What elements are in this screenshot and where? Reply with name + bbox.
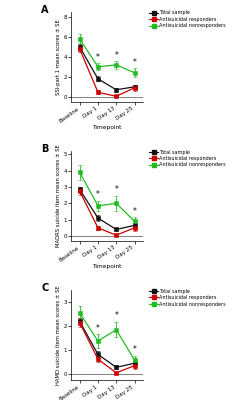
X-axis label: Timepoint: Timepoint [92,264,122,269]
Y-axis label: SSI-part 1 mean scores ± SE: SSI-part 1 mean scores ± SE [56,19,61,95]
Text: *: * [133,58,137,67]
Text: B: B [41,144,49,154]
Text: A: A [41,5,49,15]
Text: *: * [114,184,118,194]
Y-axis label: MADRS suicide item mean scores ± SE: MADRS suicide item mean scores ± SE [56,145,61,247]
Text: *: * [133,345,137,354]
Text: *: * [114,51,118,60]
Text: *: * [96,53,100,62]
Text: *: * [96,324,100,333]
Legend: Total sample, Antisuicidal responders, Antisuicidal nonresponders: Total sample, Antisuicidal responders, A… [149,10,227,29]
Y-axis label: HAMD suicide item mean scores ± SE: HAMD suicide item mean scores ± SE [56,285,61,385]
Text: *: * [96,190,100,199]
Legend: Total sample, Antisuicidal responders, Antisuicidal nonresponders: Total sample, Antisuicidal responders, A… [149,288,227,307]
Text: *: * [133,206,137,216]
X-axis label: Timepoint: Timepoint [92,125,122,130]
Text: *: * [114,311,118,320]
Legend: Total sample, Antisuicidal responders, Antisuicidal nonresponders: Total sample, Antisuicidal responders, A… [149,149,227,168]
Text: C: C [41,283,49,293]
